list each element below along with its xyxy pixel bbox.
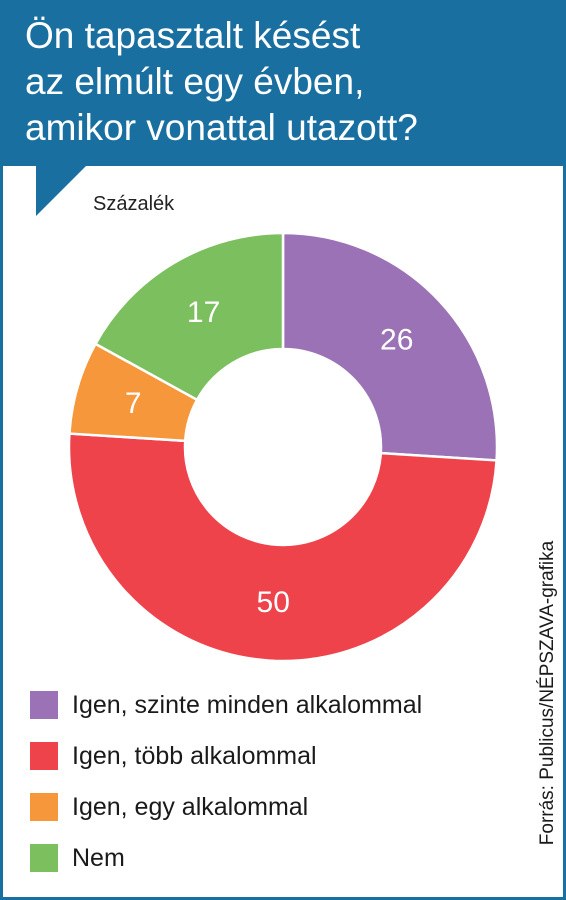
slice-value-label-igen-szinte-minden: 26 — [380, 324, 413, 357]
chart-title: Ön tapasztalt késést az elmúlt egy évben… — [25, 13, 555, 151]
legend-swatch — [30, 691, 58, 719]
legend-item-igen-szinte-minden: Igen, szinte minden alkalommal — [30, 691, 422, 719]
legend-item-nem: Nem — [30, 844, 422, 872]
slice-value-label-nem: 17 — [187, 296, 220, 329]
donut-slice-igen-tobb — [67, 432, 498, 663]
legend-swatch — [30, 793, 58, 821]
donut-slice-nem — [93, 231, 285, 402]
legend-label: Igen, több alkalommal — [72, 741, 317, 770]
slice-value-label-igen-tobb: 50 — [257, 586, 290, 619]
legend-item-igen-tobb: Igen, több alkalommal — [30, 742, 422, 770]
legend-label: Nem — [72, 843, 125, 872]
title-banner: Ön tapasztalt késést az elmúlt egy évben… — [3, 3, 563, 166]
legend-label: Igen, szinte minden alkalommal — [72, 690, 423, 719]
legend-swatch — [30, 844, 58, 872]
title-banner-pointer — [36, 166, 86, 216]
legend-swatch — [30, 742, 58, 770]
donut-chart: 26 50 7 17 — [67, 231, 499, 663]
slice-value-label-igen-egy: 7 — [125, 387, 142, 420]
donut-slices — [67, 231, 499, 663]
legend-label: Igen, egy alkalommal — [72, 792, 309, 821]
legend-item-igen-egy: Igen, egy alkalommal — [30, 793, 422, 821]
title-line-3: amikor vonattal utazott? — [25, 107, 418, 148]
donut-value-labels: 26 50 7 17 — [125, 296, 414, 619]
donut-slice-igen-szinte-minden — [281, 231, 499, 462]
source-credit: Forrás: Publicus/NÉPSZAVA-grafika — [537, 540, 558, 846]
unit-label: Százalék — [93, 193, 175, 215]
title-line-1: Ön tapasztalt késést — [25, 15, 361, 56]
chart-legend: Igen, szinte minden alkalommal Igen, töb… — [30, 691, 422, 895]
title-line-2: az elmúlt egy évben, — [25, 61, 365, 102]
